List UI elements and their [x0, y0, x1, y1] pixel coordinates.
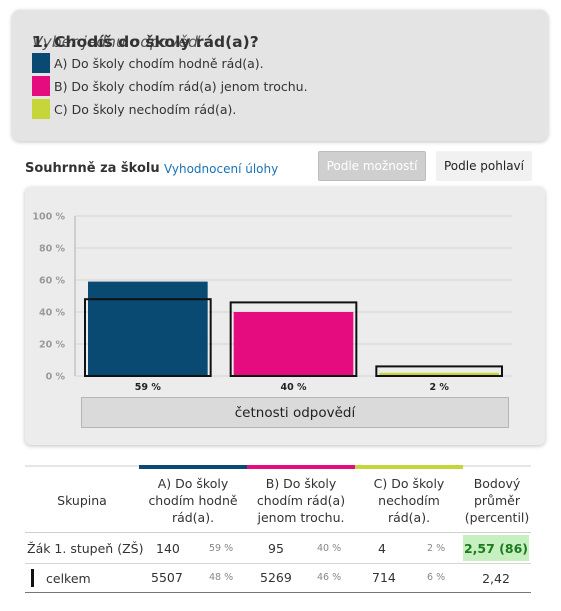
y-tick-label: 20 % — [39, 340, 66, 351]
option-c-label: C) Do školy nechodím rád(a). — [54, 101, 237, 117]
option-a: A) Do školy chodím hodně rád(a). — [32, 53, 264, 73]
row-c-pct: 2 % — [427, 543, 446, 554]
row-group-label: celkem — [46, 570, 91, 586]
option-b: B) Do školy chodím rád(a) jenom trochu. — [32, 76, 308, 96]
question-instruction: Vyber jednu odpověď. — [32, 33, 203, 51]
header-avg: Bodový průměr (percentil) — [464, 476, 530, 525]
row-a-pct: 48 % — [209, 572, 234, 583]
bar-c — [379, 372, 499, 376]
row-a-pct: 59 % — [209, 543, 234, 554]
row-b-pct: 46 % — [317, 572, 342, 583]
data-label: 59 % — [135, 382, 162, 393]
row-avg-highlight: 2,57 (86) — [463, 535, 529, 561]
bar-outline-a — [84, 298, 212, 377]
bar-chart: 100 % 80 % 60 % 40 % 20 % 0 % 59 % 40 % 2 % — [32, 212, 512, 393]
row-c-pct: 6 % — [427, 572, 446, 583]
legend-button[interactable]: četnosti odpovědí — [81, 397, 509, 428]
summary-title: Souhrnně za školu — [25, 161, 160, 176]
toggle-by-options-button[interactable]: Podle možností — [318, 151, 426, 181]
bar-outline-c — [375, 365, 504, 377]
row-c-count: 4 — [378, 541, 386, 556]
bar-b — [233, 312, 354, 376]
question-title: 1. Chodíš do školy rád(a)? Vyber jednu o… — [32, 33, 259, 51]
y-tick-label: 40 % — [39, 308, 66, 319]
y-tick-label: 0 % — [46, 372, 66, 383]
chart-card: 100 % 80 % 60 % 40 % 20 % 0 % 59 % 40 % 2 % četn… — [25, 187, 545, 445]
row-b-pct: 40 % — [317, 543, 342, 554]
table-row: celkem 5507 48 % 5269 46 % 714 6 % 2,42 — [25, 564, 531, 592]
row-a-count: 140 — [156, 541, 180, 556]
option-b-swatch — [32, 76, 50, 96]
header-line-a — [139, 465, 247, 469]
toggle-by-gender-button[interactable]: Podle pohlaví — [436, 151, 532, 181]
header-line-c — [355, 465, 463, 469]
row-a-count: 5507 — [151, 570, 183, 585]
y-tick-label: 80 % — [39, 244, 66, 255]
data-label: 40 % — [280, 382, 307, 393]
y-tick-label: 60 % — [39, 276, 66, 287]
header-a: A) Do školy chodím hodně rád(a). — [148, 476, 238, 525]
option-b-label: B) Do školy chodím rád(a) jenom trochu. — [54, 78, 308, 94]
option-c: C) Do školy nechodím rád(a). — [32, 99, 236, 119]
table-header-row: Skupina A) Do školy chodím hodně rád(a).… — [25, 469, 531, 532]
row-b-count: 95 — [268, 541, 284, 556]
evaluation-link[interactable]: Vyhodnocení úlohy — [164, 162, 279, 176]
row-avg: 2,42 — [482, 570, 510, 586]
row-c-count: 714 — [372, 570, 396, 585]
header-c: C) Do školy nechodím rád(a). — [373, 476, 445, 525]
table-row: Žák 1. stupeň (ZŠ) 140 59 % 95 40 % 4 2 … — [25, 533, 531, 563]
option-c-swatch — [32, 99, 50, 119]
option-a-swatch — [32, 53, 50, 73]
option-a-label: A) Do školy chodím hodně rád(a). — [54, 55, 264, 71]
bar-a — [88, 281, 208, 376]
data-label: 2 % — [429, 382, 449, 393]
header-group: Skupina — [57, 493, 107, 508]
y-tick-label: 100 % — [32, 212, 65, 223]
header-line-b — [247, 465, 355, 469]
question-card: 1. Chodíš do školy rád(a)? Vyber jednu o… — [12, 10, 548, 141]
total-marker — [31, 569, 34, 587]
question-number-title: 1. Chodíš do školy rád(a)? — [32, 33, 259, 51]
row-b-count: 5269 — [260, 570, 292, 585]
row-group-label: Žák 1. stupeň (ZŠ) — [27, 540, 144, 556]
bar-outline-b — [229, 301, 358, 377]
header-b: B) Do školy chodím rád(a) jenom trochu. — [256, 476, 346, 525]
